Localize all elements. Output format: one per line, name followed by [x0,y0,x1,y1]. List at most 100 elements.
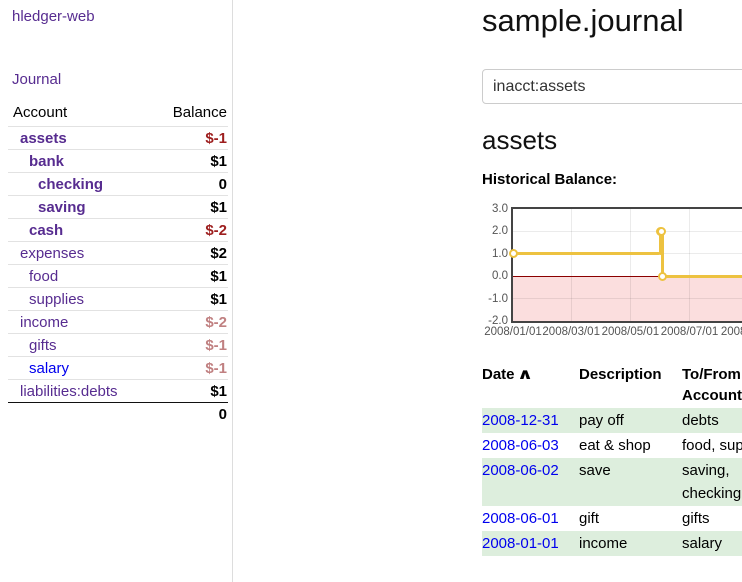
account-link[interactable]: checking [38,176,104,193]
account-row: supplies $1 [8,287,228,311]
account-balance: $1 [149,264,228,288]
page-title: sample.journal [482,3,684,38]
transaction-description: save [579,462,611,479]
account-balance: $-2 [149,218,228,242]
account-row: gifts $-1 [8,333,228,357]
account-balance: $-1 [149,356,228,380]
y-tick-label: -1.0 [488,292,508,305]
transaction-date-link[interactable]: 2008-06-02 [482,462,559,479]
x-gridline [689,209,691,321]
account-link[interactable]: income [20,314,69,331]
y-tick-label: 2.0 [492,225,508,238]
transaction-accounts: gifts [682,510,710,527]
account-link[interactable]: expenses [20,245,85,262]
transaction-date-link[interactable]: 2008-12-31 [482,412,559,429]
y-gridline [513,230,742,232]
y-gridline [513,298,742,300]
account-link[interactable]: food [29,268,59,285]
account-balance: $1 [149,149,228,173]
accounts-panel: Account Balance assets $-1 bank $1 checking 0… [8,100,228,425]
zero-line [513,275,742,277]
account-row: saving $1 [8,195,228,219]
register-table: Date∧ Description To/From Account(s) Amo… [482,362,742,556]
account-link[interactable]: saving [38,199,86,216]
register-header-description: Description [579,366,662,383]
x-tick-label: 2008/05/01 [601,326,660,338]
x-tick-label: 2008/07/01 [660,326,719,338]
account-row: food $1 [8,264,228,288]
data-point-marker [508,249,518,259]
account-heading: assets [482,125,558,155]
account-row: expenses $2 [8,241,228,265]
account-row: cash $-2 [8,218,228,242]
account-link[interactable]: cash [29,222,64,239]
line-segment [658,229,662,256]
y-tick-label: 1.0 [492,247,508,260]
register-header-accounts: To/From Account(s) [682,366,742,404]
account-row: income $-2 [8,310,228,334]
transaction-date-link[interactable]: 2008-01-01 [482,535,559,552]
x-tick-label: 2008/03/01 [542,326,600,338]
data-point-marker [656,226,666,236]
y-tick-label: 0.0 [492,270,508,283]
transaction-date-link[interactable]: 2008-06-01 [482,510,559,527]
transaction-date-link[interactable]: 2008-06-03 [482,437,559,454]
account-balance: $1 [149,287,228,311]
transaction-description: pay off [579,412,624,429]
account-balance: $1 [149,379,228,403]
transaction-description: eat & shop [579,437,651,454]
register-panel: Date∧ Description To/From Account(s) Amo… [482,362,742,556]
transaction-accounts: debts [682,412,719,429]
transaction-accounts: salary [682,535,723,552]
account-balance: 0 [149,172,228,196]
sidebar: hledger-web Journal Account Balance asse… [0,0,233,582]
account-balance: $-2 [149,310,228,334]
search-input[interactable] [482,69,742,104]
account-row: assets $-1 [8,127,228,150]
accounts-total-row: 0 [8,402,228,425]
account-link[interactable]: bank [29,153,65,170]
x-tick-label: 2008/01/01 [484,326,542,338]
x-gridline [629,209,631,321]
line-segment [513,252,661,256]
account-link[interactable]: salary [29,360,70,377]
account-link[interactable]: supplies [29,291,85,308]
account-balance: $1 [149,195,228,219]
account-balance: $2 [149,241,228,265]
y-tick-label: -2.0 [488,315,508,327]
balance-chart: $ 2008/01/012008/03/012008/05/012008/07/… [482,200,742,345]
sidebar-item-journal[interactable]: Journal [12,71,62,88]
app-title-link[interactable]: hledger-web [12,8,95,25]
accounts-header-account: Account [8,100,150,127]
transaction-description: gift [579,510,600,527]
search-form: × Search ? [482,69,742,104]
line-segment [660,229,664,278]
account-link[interactable]: liabilities:debts [20,383,118,400]
sort-asc-icon: ∧ [516,366,533,383]
account-row: salary $-1 [8,356,228,380]
accounts-header-balance: Balance [149,100,228,127]
register-header-date[interactable]: Date ∧ [482,366,533,383]
account-row: checking 0 [8,172,228,196]
account-link[interactable]: assets [20,130,67,147]
chart-plot-area[interactable]: $ [508,207,742,323]
main-content: sample.journal × Search ? assets Histori… [234,0,742,582]
transaction-accounts: food, supplies [682,437,742,454]
data-point-marker [657,271,667,281]
account-row: bank $1 [8,149,228,173]
accounts-table: Account Balance assets $-1 bank $1 checking 0… [8,100,228,425]
account-balance: $-1 [205,130,227,147]
account-balance: $-1 [149,333,228,357]
historical-balance-label: Historical Balance: [482,171,618,188]
negative-region [513,276,742,321]
line-segment [662,274,742,278]
transaction-accounts: saving, checking [682,462,742,502]
account-link[interactable]: gifts [29,337,57,354]
account-row: liabilities:debts $1 [8,379,228,403]
